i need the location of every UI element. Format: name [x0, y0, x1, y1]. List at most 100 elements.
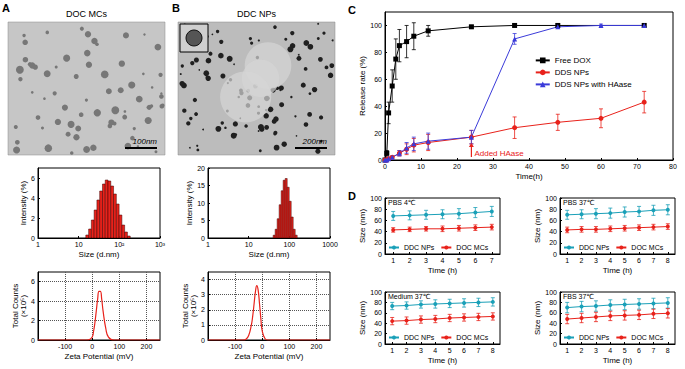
svg-text:4: 4	[201, 276, 205, 283]
svg-text:40: 40	[374, 320, 382, 327]
svg-text:Added HAase: Added HAase	[474, 149, 524, 158]
svg-text:40: 40	[549, 320, 557, 327]
svg-text:5: 5	[623, 257, 627, 264]
svg-text:1: 1	[391, 257, 395, 264]
svg-text:2: 2	[580, 347, 584, 354]
svg-text:DOC MCs: DOC MCs	[631, 244, 663, 251]
svg-text:6: 6	[637, 347, 641, 354]
svg-text:(×10⁵): (×10⁵)	[19, 295, 28, 318]
svg-text:DDC NPs: DDC NPs	[404, 334, 435, 341]
svg-text:Time (h): Time (h)	[428, 266, 458, 275]
svg-text:3: 3	[424, 257, 428, 264]
svg-text:(×10⁵): (×10⁵)	[189, 295, 198, 318]
svg-text:D: D	[348, 190, 356, 202]
svg-text:6: 6	[31, 278, 35, 285]
svg-text:Zeta Potential (mV): Zeta Potential (mV)	[65, 352, 134, 361]
svg-text:Size (d.nm): Size (d.nm)	[249, 250, 290, 259]
svg-text:20: 20	[549, 330, 557, 337]
svg-text:1: 1	[565, 347, 569, 354]
svg-text:8: 8	[666, 347, 670, 354]
svg-text:6: 6	[31, 175, 35, 182]
svg-text:A: A	[2, 2, 10, 14]
svg-text:10: 10	[75, 241, 83, 248]
svg-text:2: 2	[405, 347, 409, 354]
svg-text:100: 100	[370, 22, 382, 29]
svg-text:0: 0	[90, 343, 94, 350]
svg-text:Size (d.nm): Size (d.nm)	[79, 250, 120, 259]
svg-text:40: 40	[374, 103, 382, 110]
svg-text:10²: 10²	[114, 241, 125, 248]
svg-text:DDC NPs: DDC NPs	[404, 244, 435, 251]
svg-text:DOC MCs: DOC MCs	[456, 334, 488, 341]
svg-text:FBS 37℃: FBS 37℃	[563, 293, 594, 300]
svg-text:100: 100	[113, 343, 125, 350]
svg-text:80: 80	[669, 163, 677, 170]
svg-text:Time (h): Time (h)	[428, 356, 458, 365]
svg-text:4: 4	[433, 347, 437, 354]
svg-text:7: 7	[651, 257, 655, 264]
svg-text:Time(h): Time(h)	[515, 172, 543, 181]
svg-text:4: 4	[31, 195, 35, 202]
svg-text:DDS NPs: DDS NPs	[555, 68, 589, 77]
svg-text:DDC NPs: DDC NPs	[579, 334, 610, 341]
svg-text:20: 20	[374, 239, 382, 246]
svg-text:7: 7	[490, 257, 494, 264]
svg-text:80: 80	[374, 49, 382, 56]
svg-text:DDS NPs with HAase: DDS NPs with HAase	[555, 80, 632, 89]
svg-text:DOC MCs: DOC MCs	[631, 334, 663, 341]
svg-text:100nm: 100nm	[133, 137, 158, 146]
svg-text:3: 3	[594, 347, 598, 354]
svg-text:1: 1	[206, 241, 210, 248]
svg-text:20: 20	[374, 130, 382, 137]
svg-text:10: 10	[417, 163, 425, 170]
svg-text:0: 0	[553, 341, 557, 348]
svg-text:40: 40	[374, 228, 382, 235]
svg-text:80: 80	[549, 206, 557, 213]
svg-text:6: 6	[637, 257, 641, 264]
svg-text:20: 20	[197, 165, 205, 172]
svg-text:Medium 37℃: Medium 37℃	[388, 293, 431, 300]
svg-text:60: 60	[549, 217, 557, 224]
svg-text:8: 8	[666, 257, 670, 264]
svg-text:5: 5	[623, 347, 627, 354]
svg-text:3: 3	[594, 257, 598, 264]
svg-text:80: 80	[549, 299, 557, 306]
svg-text:200: 200	[141, 343, 153, 350]
svg-text:10: 10	[245, 241, 253, 248]
svg-text:30: 30	[489, 163, 497, 170]
svg-text:5: 5	[448, 347, 452, 354]
svg-text:PBS 37℃: PBS 37℃	[563, 199, 595, 206]
svg-text:60: 60	[597, 163, 605, 170]
svg-text:0: 0	[378, 341, 382, 348]
svg-text:0: 0	[31, 235, 35, 242]
svg-text:1: 1	[36, 241, 40, 248]
svg-text:1: 1	[390, 347, 394, 354]
svg-text:0: 0	[553, 251, 557, 258]
svg-text:6: 6	[462, 347, 466, 354]
svg-text:Time (h): Time (h)	[603, 266, 633, 275]
svg-text:4: 4	[31, 298, 35, 305]
svg-text:Size (nm): Size (nm)	[533, 301, 542, 336]
svg-text:0: 0	[201, 235, 205, 242]
svg-text:-100: -100	[58, 343, 72, 350]
svg-text:1: 1	[565, 257, 569, 264]
svg-text:8: 8	[491, 347, 495, 354]
svg-text:Size (nm): Size (nm)	[533, 209, 542, 244]
svg-text:Zeta Potential (mV): Zeta Potential (mV)	[235, 352, 304, 361]
svg-text:80: 80	[374, 206, 382, 213]
svg-text:10³: 10³	[155, 241, 166, 248]
svg-text:50: 50	[561, 163, 569, 170]
svg-text:2: 2	[201, 306, 205, 313]
svg-text:0: 0	[201, 337, 205, 344]
svg-text:C: C	[348, 4, 356, 16]
svg-text:20: 20	[453, 163, 461, 170]
svg-text:10: 10	[197, 200, 205, 207]
svg-text:Size (nm): Size (nm)	[358, 301, 367, 336]
svg-text:20: 20	[374, 330, 382, 337]
svg-text:40: 40	[549, 228, 557, 235]
svg-text:6: 6	[473, 257, 477, 264]
svg-text:0: 0	[260, 343, 264, 350]
svg-text:Release rate (%): Release rate (%)	[358, 56, 367, 116]
svg-text:60: 60	[374, 76, 382, 83]
svg-text:Time (h): Time (h)	[603, 356, 633, 365]
